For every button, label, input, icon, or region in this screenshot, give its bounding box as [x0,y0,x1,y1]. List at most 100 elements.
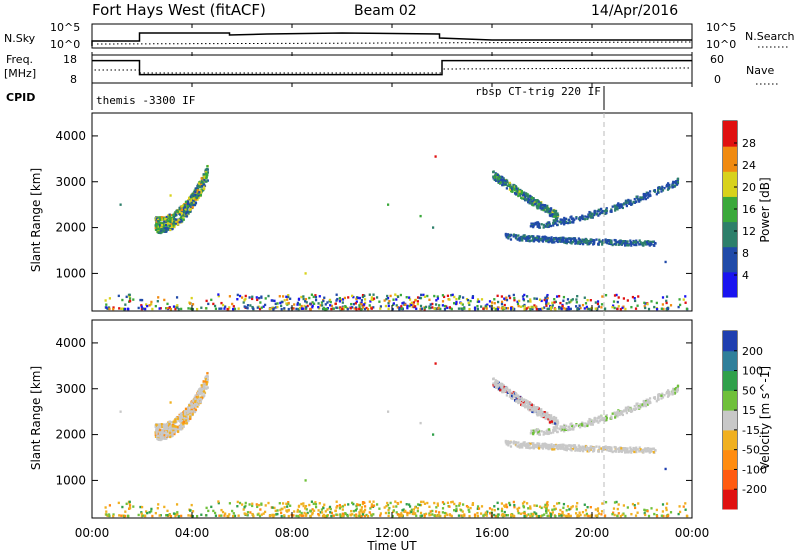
echo-cell [500,385,503,389]
echo-cell [556,212,559,215]
echo-cell [517,194,520,198]
echo-cell [585,448,588,451]
echo-cell [609,239,613,242]
echo-cell [555,239,558,243]
echo-cell [640,403,644,406]
echo-cell [300,511,303,515]
echo-cell [614,414,617,418]
echo-cell [351,513,354,516]
echo-cell [565,302,568,305]
echo-cell [186,205,189,208]
echo-cell [511,307,514,311]
echo-cell [279,301,282,305]
echo-cell [128,297,132,300]
echo-cell [363,301,367,305]
echo-cell [441,294,445,297]
echo-cell [504,234,507,237]
echo-cell [647,400,650,403]
echo-cell [617,305,620,308]
echo-cell [569,237,572,241]
echo-cell [624,307,627,311]
echo-cell [629,446,632,449]
echo-cell [386,503,390,507]
echo-cell [180,215,183,218]
echo-cell [158,423,161,426]
colorbar-segment [723,410,737,431]
echo-cell [582,449,585,453]
echo-cell [589,448,592,451]
echo-cell [585,241,588,244]
echo-cell [166,509,169,513]
echo-cell [415,514,418,517]
echo-cell [203,385,206,389]
colorbar-segment [723,246,737,273]
echo-cell [587,421,590,424]
echo-cell [520,398,523,402]
echo-cell [529,505,532,508]
echo-cell [180,514,183,518]
echo-cell [167,425,170,428]
echo-cell [191,413,194,416]
echo-cell [598,445,601,449]
echo-cell [187,201,190,205]
echo-cell [641,197,644,201]
echo-cell [137,306,140,310]
echo-cell [296,510,299,513]
echo-cell [556,427,559,430]
echo-cell [633,240,637,244]
echo-cell [186,415,189,418]
echo-cell [457,514,461,517]
echo-cell [615,448,618,451]
echo-cell [274,509,277,513]
echo-cell [303,511,306,515]
echo-cell [441,501,445,504]
echo-cell [626,242,629,246]
echo-cell [549,239,552,243]
echo-cell [213,304,217,308]
echo-cell [207,302,210,306]
echo-cell [107,306,111,309]
echo-cell [251,305,254,309]
echo-cell [251,502,254,505]
echo-cell [677,305,680,309]
echo-cell [518,506,521,510]
echo-cell [510,396,513,400]
echo-cell [304,507,307,510]
echo-cell [593,241,596,244]
echo-cell [155,220,158,223]
echo-cell [542,445,545,448]
echo-cell [150,510,153,513]
echo-cell [303,304,306,308]
echo-cell [613,294,617,297]
echo-cell [156,217,159,220]
echo-cell [639,243,642,246]
echo-cell [550,207,553,210]
echo-cell [188,404,191,407]
echo-cell [165,227,168,230]
echo-cell [522,304,525,308]
echo-cell [220,514,223,517]
echo-cell [354,302,357,305]
echo-cell [553,211,556,214]
echo-cell [180,307,183,311]
echo-cell [244,297,247,301]
echo-cell [398,306,401,310]
echo-cell [660,190,663,193]
echo-cell [509,186,513,189]
echo-cell [124,303,127,306]
echo-cell [323,514,327,518]
colorbar-tick-label: 12 [742,225,756,238]
echo-cell [497,387,501,391]
echo-cell [555,217,558,220]
echo-cell [610,241,613,244]
echo-cell [564,424,568,428]
echo-cell [617,512,620,515]
echo-cell [251,512,254,516]
echo-cell [562,307,565,310]
echo-cell [363,298,367,301]
echo-cell [361,511,364,514]
echo-cell [586,215,589,219]
echo-cell [140,305,143,308]
echo-cell [525,194,528,197]
echo-cell [624,201,627,204]
